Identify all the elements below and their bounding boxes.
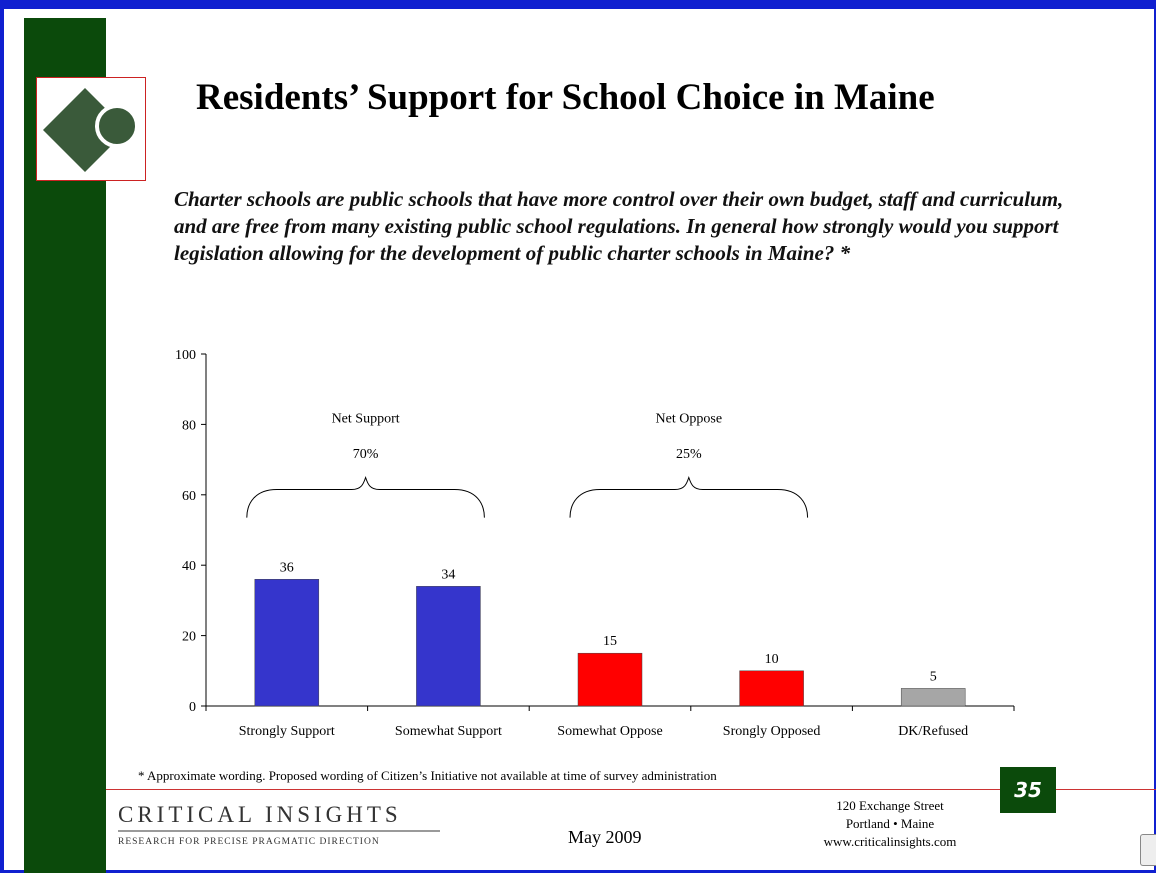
category-label: DK/Refused bbox=[898, 724, 968, 739]
category-label: Srongly Opposed bbox=[723, 724, 821, 739]
group-label: Net Oppose bbox=[656, 412, 723, 427]
group-bracket bbox=[246, 475, 485, 518]
y-tick-label: 80 bbox=[182, 418, 196, 433]
bar bbox=[577, 652, 643, 707]
data-label: 10 bbox=[765, 652, 779, 667]
brand-name: CRITICAL INSIGHTS bbox=[118, 802, 402, 827]
footer-divider bbox=[106, 789, 1156, 790]
category-label: Somewhat Oppose bbox=[557, 724, 662, 739]
y-tick-label: 0 bbox=[189, 700, 196, 715]
data-label: 15 bbox=[603, 634, 617, 649]
bar bbox=[900, 688, 966, 707]
bar-chart: 0 20 40 60 80 100 36 Strongly Support 34 Somewhat… bbox=[175, 348, 1015, 739]
category-label: Strongly Support bbox=[239, 724, 335, 739]
bar bbox=[254, 579, 320, 707]
group-bracket bbox=[569, 475, 809, 518]
address-city: Portland • Maine bbox=[845, 816, 935, 831]
slide-date: May 2009 bbox=[568, 827, 642, 847]
scroll-tab[interactable] bbox=[1140, 834, 1156, 866]
address-website: www.criticalinsights.com bbox=[823, 834, 957, 849]
data-label: 36 bbox=[280, 560, 294, 575]
group-value: 25% bbox=[676, 447, 702, 462]
brand-tagline: RESEARCH FOR PRECISE PRAGMATIC DIRECTION bbox=[118, 837, 380, 847]
survey-question: Charter schools are public schools that … bbox=[174, 187, 1064, 265]
company-address: 120 Exchange Street Portland • Maine www… bbox=[790, 797, 990, 851]
y-tick-label: 20 bbox=[182, 630, 196, 645]
bar bbox=[416, 586, 481, 707]
bar bbox=[739, 670, 804, 707]
category-label: Somewhat Support bbox=[395, 724, 502, 739]
brand-divider bbox=[118, 830, 440, 832]
footnote: * Approximate wording. Proposed wording … bbox=[138, 768, 717, 783]
company-logo bbox=[36, 77, 146, 181]
data-label: 34 bbox=[441, 567, 455, 582]
y-tick-label: 100 bbox=[175, 348, 196, 363]
group-label: Net Support bbox=[332, 412, 400, 427]
address-street: 120 Exchange Street bbox=[836, 798, 944, 813]
page-number: 35 bbox=[1000, 767, 1056, 813]
y-tick-label: 60 bbox=[182, 489, 196, 504]
group-value: 70% bbox=[353, 447, 379, 462]
slide-title: Residents’ Support for School Choice in … bbox=[196, 77, 935, 118]
data-label: 5 bbox=[930, 669, 937, 684]
y-tick-label: 40 bbox=[182, 559, 196, 574]
